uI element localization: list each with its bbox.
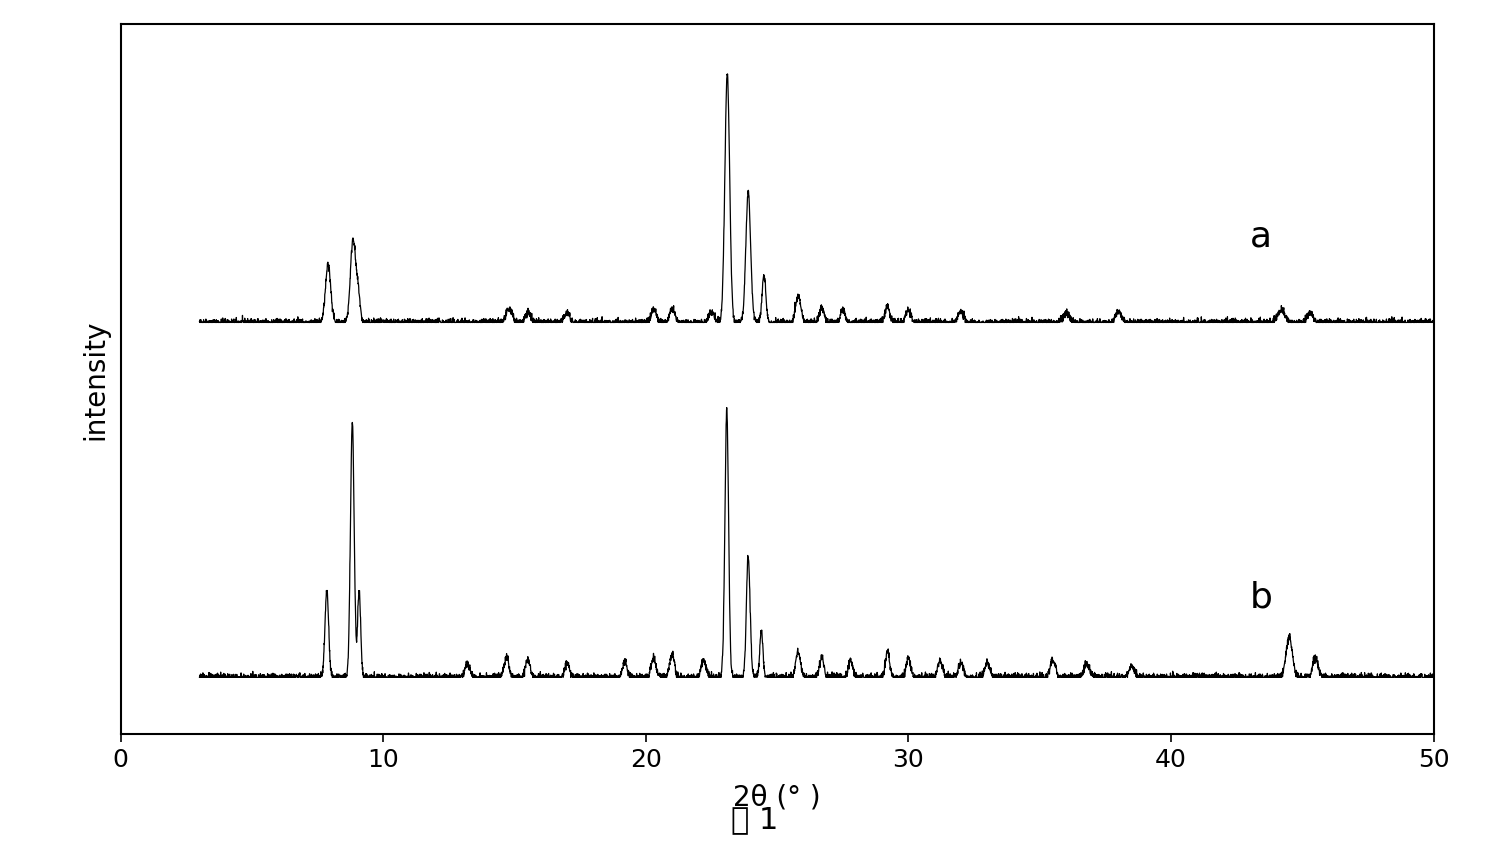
Text: b: b <box>1249 580 1272 614</box>
Text: a: a <box>1249 219 1272 253</box>
Text: 图 1: 图 1 <box>730 804 779 833</box>
Y-axis label: intensity: intensity <box>81 320 110 440</box>
X-axis label: 2θ (° ): 2θ (° ) <box>733 782 821 810</box>
